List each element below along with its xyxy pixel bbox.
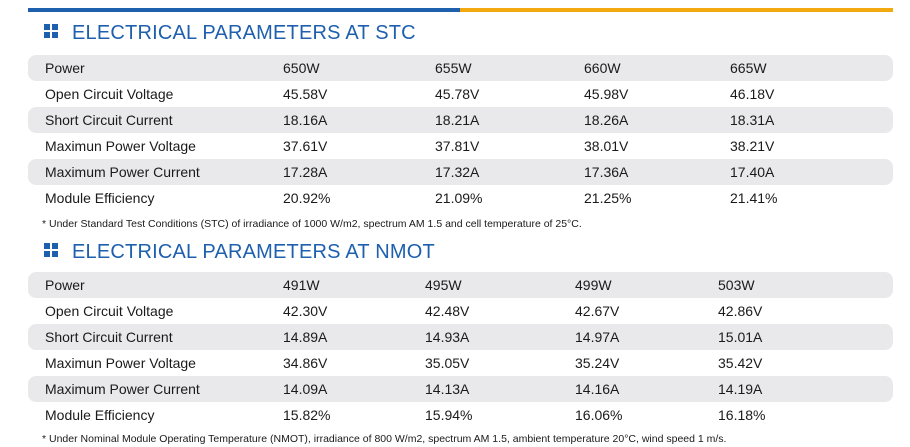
parameter-label: Maximum Power Current (45, 164, 200, 180)
parameter-value: 35.42V (718, 355, 763, 371)
parameter-value: 45.58V (283, 86, 328, 102)
parameter-value: 38.21V (730, 138, 775, 154)
grid-squares-icon (44, 243, 62, 261)
parameter-value: 21.09% (435, 190, 483, 206)
stc-parameters-table: Power 650W 655W 660W 665W Open Circuit Voltag… (28, 55, 893, 211)
parameter-value: 14.19A (718, 381, 763, 397)
stc-section-title: ELECTRICAL PARAMETERS AT STC (44, 20, 416, 46)
parameter-value: 650W (283, 60, 320, 76)
parameter-value: 21.25% (584, 190, 632, 206)
parameter-value: 42.67V (575, 303, 620, 319)
parameter-value: 14.09A (283, 381, 328, 397)
parameter-value: 14.97A (575, 329, 620, 345)
parameter-value: 34.86V (283, 355, 328, 371)
parameter-label: Power (45, 277, 85, 293)
parameter-value: 17.28A (283, 164, 328, 180)
parameter-value: 16.18% (718, 407, 766, 423)
parameter-value: 35.05V (425, 355, 470, 371)
grid-squares-icon (44, 24, 62, 42)
parameter-value: 14.89A (283, 329, 328, 345)
table-row: Short Circuit Current 14.89A 14.93A 14.97A 1… (28, 324, 893, 350)
top-accent-bar (28, 8, 893, 12)
parameter-value: 21.41% (730, 190, 778, 206)
parameter-label: Maximun Power Voltage (45, 355, 196, 371)
table-row: Maximun Power Voltage 37.61V 37.81V 38.01V 3… (28, 133, 893, 159)
table-row: Power 650W 655W 660W 665W (28, 55, 893, 81)
parameter-value: 37.81V (435, 138, 480, 154)
parameter-value: 45.98V (584, 86, 629, 102)
parameter-label: Short Circuit Current (45, 329, 173, 345)
parameter-value: 42.30V (283, 303, 328, 319)
parameter-value: 45.78V (435, 86, 480, 102)
parameter-value: 14.13A (425, 381, 470, 397)
parameter-value: 660W (584, 60, 621, 76)
parameter-value: 15.94% (425, 407, 473, 423)
nmot-title-text: ELECTRICAL PARAMETERS AT NMOT (72, 240, 435, 263)
top-accent-bar-gold (460, 8, 893, 12)
parameter-value: 14.93A (425, 329, 470, 345)
parameter-value: 15.01A (718, 329, 763, 345)
nmot-section-title: ELECTRICAL PARAMETERS AT NMOT (44, 239, 435, 265)
parameter-value: 37.61V (283, 138, 328, 154)
nmot-parameters-table: Power 491W 495W 499W 503W Open Circuit Voltag… (28, 272, 893, 428)
parameter-value: 17.36A (584, 164, 629, 180)
stc-title-text: ELECTRICAL PARAMETERS AT STC (72, 21, 416, 44)
table-row: Power 491W 495W 499W 503W (28, 272, 893, 298)
parameter-value: 15.82% (283, 407, 331, 423)
parameter-value: 46.18V (730, 86, 775, 102)
parameter-value: 16.06% (575, 407, 623, 423)
table-row: Short Circuit Current 18.16A 18.21A 18.26A 1… (28, 107, 893, 133)
parameter-value: 491W (283, 277, 320, 293)
parameter-value: 35.24V (575, 355, 620, 371)
parameter-label: Open Circuit Voltage (45, 303, 174, 319)
parameter-value: 42.48V (425, 303, 470, 319)
parameter-value: 18.26A (584, 112, 629, 128)
parameter-value: 17.32A (435, 164, 480, 180)
parameter-value: 503W (718, 277, 755, 293)
parameter-value: 18.31A (730, 112, 775, 128)
parameter-value: 17.40A (730, 164, 775, 180)
parameter-value: 18.21A (435, 112, 480, 128)
parameter-value: 20.92% (283, 190, 331, 206)
parameter-label: Short Circuit Current (45, 112, 173, 128)
parameter-label: Maximun Power Voltage (45, 138, 196, 154)
top-accent-bar-blue (28, 8, 460, 12)
parameter-label: Open Circuit Voltage (45, 86, 174, 102)
table-row: Maximun Power Voltage 34.86V 35.05V 35.24V 3… (28, 350, 893, 376)
nmot-footnote: * Under Nominal Module Operating Tempera… (42, 433, 727, 445)
parameter-value: 42.86V (718, 303, 763, 319)
parameter-value: 499W (575, 277, 612, 293)
stc-footnote: * Under Standard Test Conditions (STC) o… (42, 218, 582, 230)
parameter-label: Maximum Power Current (45, 381, 200, 397)
parameter-value: 18.16A (283, 112, 328, 128)
table-row: Open Circuit Voltage 45.58V 45.78V 45.98V 46… (28, 81, 893, 107)
parameter-value: 14.16A (575, 381, 620, 397)
table-row: Module Efficiency 20.92% 21.09% 21.25% 21.41… (28, 185, 893, 211)
parameter-value: 495W (425, 277, 462, 293)
table-row: Maximum Power Current 17.28A 17.32A 17.36A 1… (28, 159, 893, 185)
parameter-label: Power (45, 60, 85, 76)
table-row: Maximum Power Current 14.09A 14.13A 14.16A 1… (28, 376, 893, 402)
parameter-value: 655W (435, 60, 472, 76)
parameter-value: 38.01V (584, 138, 629, 154)
table-row: Open Circuit Voltage 42.30V 42.48V 42.67V 42… (28, 298, 893, 324)
parameter-label: Module Efficiency (45, 190, 155, 206)
table-row: Module Efficiency 15.82% 15.94% 16.06% 16.18… (28, 402, 893, 428)
parameter-label: Module Efficiency (45, 407, 155, 423)
parameter-value: 665W (730, 60, 767, 76)
